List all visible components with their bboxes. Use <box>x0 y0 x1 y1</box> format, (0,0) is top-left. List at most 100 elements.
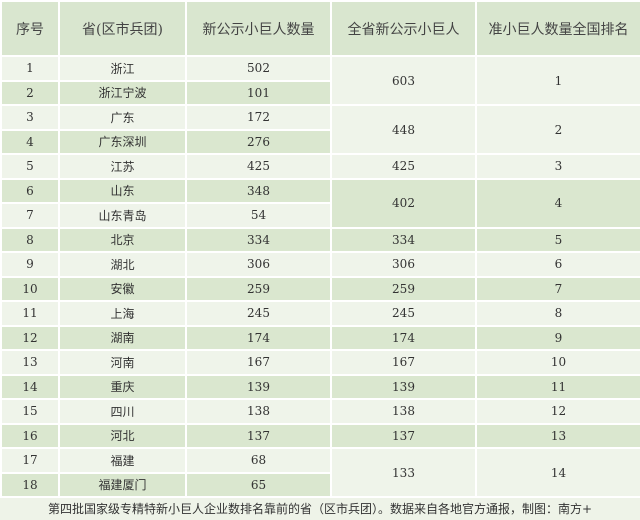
row-no: 11 <box>0 300 60 327</box>
row-no: 18 <box>0 471 60 498</box>
row-count: 101 <box>185 79 332 106</box>
row-no: 15 <box>0 398 60 425</box>
row-region: 广东深圳 <box>58 128 187 155</box>
national-rank: 7 <box>475 275 640 302</box>
table-row: 12 湖南 174 174 9 <box>0 324 640 351</box>
row-count: 167 <box>185 349 332 376</box>
header-province-total: 全省新公示小巨人 <box>330 0 477 57</box>
table-row: 16 河北 137 137 13 <box>0 422 640 449</box>
national-rank: 13 <box>475 422 640 449</box>
province-total: 306 <box>330 251 477 278</box>
row-region: 江苏 <box>58 153 187 180</box>
row-no: 16 <box>0 422 60 449</box>
row-region: 上海 <box>58 300 187 327</box>
table-row: 8 北京 334 334 5 <box>0 226 640 253</box>
row-no: 10 <box>0 275 60 302</box>
province-total: 448 <box>330 104 477 155</box>
table-row: 6 山东 348 402 4 <box>0 177 640 229</box>
row-region: 广东 <box>58 104 187 131</box>
province-total: 259 <box>330 275 477 302</box>
row-count: 276 <box>185 128 332 155</box>
row-count: 138 <box>185 398 332 425</box>
row-count: 139 <box>185 373 332 400</box>
row-region: 浙江宁波 <box>58 79 187 106</box>
row-no: 14 <box>0 373 60 400</box>
row-region: 河北 <box>58 422 187 449</box>
table-row: 1 浙江 502 603 1 <box>0 55 640 106</box>
row-count: 306 <box>185 251 332 278</box>
row-count: 68 <box>185 447 332 474</box>
province-total: 139 <box>330 373 477 400</box>
row-count: 174 <box>185 324 332 351</box>
province-total: 425 <box>330 153 477 180</box>
table-row: 3 广东 172 448 2 <box>0 104 640 155</box>
national-rank: 5 <box>475 226 640 253</box>
national-rank: 4 <box>475 177 640 229</box>
row-no: 9 <box>0 251 60 278</box>
province-total: 334 <box>330 226 477 253</box>
row-no: 17 <box>0 447 60 474</box>
table-row: 11 上海 245 245 8 <box>0 300 640 327</box>
national-rank: 1 <box>475 55 640 106</box>
header-count: 新公示小巨人数量 <box>185 0 332 57</box>
table-row: 14 重庆 139 139 11 <box>0 373 640 400</box>
table-row: 7 山东青岛 54 <box>0 202 640 229</box>
province-total: 402 <box>330 177 477 229</box>
table-row: 17 福建 68 133 14 <box>0 447 640 498</box>
caption: 第四批国家级专精特新小巨人企业数排名靠前的省（区市兵团）。数据来自各地官方通报，… <box>0 498 640 520</box>
row-region: 福建厦门 <box>58 471 187 498</box>
table-row: 2 浙江宁波 101 <box>0 79 640 106</box>
header-region: 省(区市兵团) <box>58 0 187 57</box>
row-no: 2 <box>0 79 60 106</box>
row-region: 重庆 <box>58 373 187 400</box>
row-no: 1 <box>0 55 60 82</box>
province-total: 245 <box>330 300 477 327</box>
row-count: 54 <box>185 202 332 229</box>
row-region: 山东青岛 <box>58 202 187 229</box>
header-national-rank: 准小巨人数量全国排名 <box>475 0 640 57</box>
province-total: 133 <box>330 447 477 498</box>
row-region: 北京 <box>58 226 187 253</box>
row-region: 安徽 <box>58 275 187 302</box>
row-count: 334 <box>185 226 332 253</box>
row-count: 348 <box>185 177 332 204</box>
row-region: 山东 <box>58 177 187 204</box>
row-region: 福建 <box>58 447 187 474</box>
row-region: 湖北 <box>58 251 187 278</box>
national-rank: 6 <box>475 251 640 278</box>
table-body: 1 浙江 502 603 1 2 浙江宁波 101 3 广东 172 448 2 4 广东深圳 276 5 江苏 4… <box>0 55 640 498</box>
province-total: 174 <box>330 324 477 351</box>
province-total: 138 <box>330 398 477 425</box>
row-no: 6 <box>0 177 60 204</box>
table-row: 9 湖北 306 306 6 <box>0 251 640 278</box>
row-region: 湖南 <box>58 324 187 351</box>
row-no: 12 <box>0 324 60 351</box>
table-row: 10 安徽 259 259 7 <box>0 275 640 302</box>
header-row: 序号 省(区市兵团) 新公示小巨人数量 全省新公示小巨人 准小巨人数量全国排名 <box>0 0 640 57</box>
province-total: 167 <box>330 349 477 376</box>
row-no: 7 <box>0 202 60 229</box>
row-region: 浙江 <box>58 55 187 82</box>
national-rank: 10 <box>475 349 640 376</box>
national-rank: 11 <box>475 373 640 400</box>
row-no: 4 <box>0 128 60 155</box>
row-region: 河南 <box>58 349 187 376</box>
row-count: 172 <box>185 104 332 131</box>
table-row: 13 河南 167 167 10 <box>0 349 640 376</box>
province-total: 603 <box>330 55 477 106</box>
province-total: 137 <box>330 422 477 449</box>
table-row: 5 江苏 425 425 3 <box>0 153 640 180</box>
header-no: 序号 <box>0 0 60 57</box>
row-count: 65 <box>185 471 332 498</box>
row-count: 137 <box>185 422 332 449</box>
national-rank: 3 <box>475 153 640 180</box>
row-no: 5 <box>0 153 60 180</box>
row-count: 259 <box>185 275 332 302</box>
ranking-table: 序号 省(区市兵团) 新公示小巨人数量 全省新公示小巨人 准小巨人数量全国排名 … <box>0 0 640 498</box>
national-rank: 12 <box>475 398 640 425</box>
national-rank: 14 <box>475 447 640 498</box>
row-count: 425 <box>185 153 332 180</box>
row-no: 3 <box>0 104 60 131</box>
national-rank: 9 <box>475 324 640 351</box>
row-no: 13 <box>0 349 60 376</box>
